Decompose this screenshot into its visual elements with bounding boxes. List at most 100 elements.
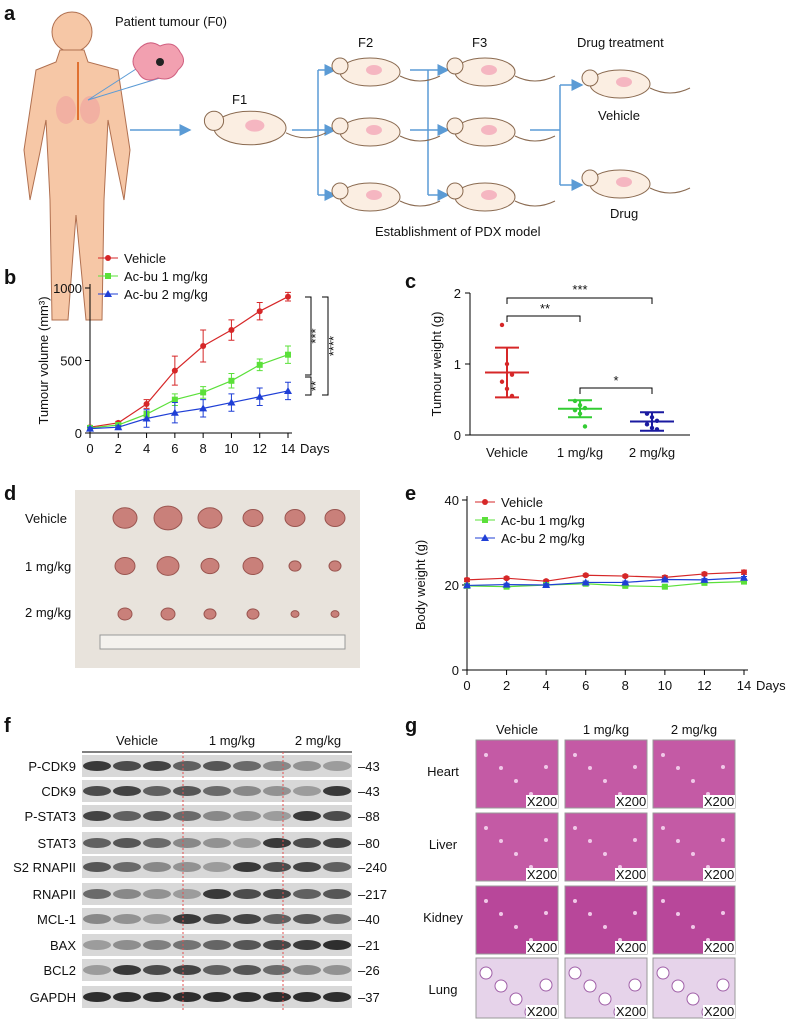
magnification: X200 <box>527 940 557 955</box>
marker <box>740 573 748 581</box>
marker <box>463 581 471 589</box>
band <box>83 838 111 848</box>
band <box>293 889 321 899</box>
mouse <box>514 75 556 82</box>
row-label: Kidney <box>423 910 463 925</box>
point <box>644 422 650 427</box>
tissue-detail <box>484 826 488 830</box>
tumour <box>246 608 260 620</box>
point <box>509 393 515 399</box>
band <box>203 965 231 975</box>
band <box>233 811 261 821</box>
western-blot: Vehicle 1 mg/kg 2 mg/kg P-CDK9 –43 CDK9 –43 P-S… <box>13 733 387 1010</box>
bracket <box>506 297 653 304</box>
band <box>83 786 111 796</box>
mw-label: –240 <box>358 860 387 875</box>
point <box>509 372 515 377</box>
band <box>143 889 171 899</box>
band <box>323 862 351 872</box>
magnification: X200 <box>527 794 557 809</box>
marker <box>701 570 708 577</box>
tissue-detail <box>603 925 607 929</box>
band <box>113 940 141 950</box>
arrows <box>130 64 584 201</box>
band <box>143 992 171 1002</box>
tumours <box>112 505 346 621</box>
tissue-detail <box>539 978 553 992</box>
tissue-detail <box>716 978 730 992</box>
label: Drug treatment <box>577 35 664 50</box>
point <box>572 398 578 404</box>
magnification: X200 <box>616 1004 646 1019</box>
x-tick-label: 12 <box>252 441 266 456</box>
mouse <box>285 132 327 139</box>
protein-label: BAX <box>50 938 76 953</box>
band <box>323 838 351 848</box>
tissue-detail <box>494 979 508 993</box>
band <box>203 889 231 899</box>
mice <box>203 57 691 212</box>
tissue-detail <box>676 912 680 916</box>
marker <box>228 327 235 334</box>
tissue-detail <box>661 753 665 757</box>
marker <box>502 580 511 588</box>
band <box>233 786 261 796</box>
tumour <box>200 557 220 575</box>
protein-label: RNAPII <box>33 887 76 902</box>
band <box>83 965 111 975</box>
band <box>263 965 291 975</box>
bracket <box>305 376 312 396</box>
tumour <box>242 557 264 575</box>
legend-label: Ac-bu 2 mg/kg <box>124 287 208 302</box>
label-box <box>615 1005 647 1018</box>
band <box>173 914 201 924</box>
label: F2 <box>358 35 373 50</box>
mouse <box>399 135 441 142</box>
point <box>572 407 578 413</box>
marker <box>255 392 264 400</box>
x-tick-label: 6 <box>582 678 589 693</box>
mouse <box>366 125 382 135</box>
y-tick-label: 500 <box>60 354 82 369</box>
panel-letter: e <box>405 483 416 505</box>
patient-figure <box>23 11 184 321</box>
tissue-detail <box>544 911 548 915</box>
column-label: 1 mg/kg <box>583 722 629 737</box>
band <box>233 761 261 771</box>
tumour <box>117 607 133 621</box>
mouse <box>581 169 599 187</box>
point <box>504 386 510 392</box>
annotation: ** <box>540 301 550 316</box>
annotation: *** <box>308 328 323 343</box>
tumour <box>197 507 223 529</box>
marker <box>622 573 629 580</box>
annotation: * <box>613 373 618 388</box>
magnification: X200 <box>616 867 646 882</box>
tissue-detail <box>661 899 665 903</box>
band <box>83 862 111 872</box>
tumour <box>288 560 302 572</box>
band <box>323 889 351 899</box>
band <box>173 862 201 872</box>
tissue-detail <box>544 765 548 769</box>
x-tick-label: 14 <box>281 441 295 456</box>
magnification: X200 <box>527 1004 557 1019</box>
tumour <box>203 608 217 620</box>
point <box>654 427 660 432</box>
tissue-detail <box>633 838 637 842</box>
point <box>582 424 588 429</box>
band <box>293 786 321 796</box>
marker <box>464 576 470 583</box>
mouse <box>331 57 349 75</box>
magnification: X200 <box>704 867 734 882</box>
band <box>293 761 321 771</box>
row-label: 1 mg/kg <box>25 559 71 574</box>
band <box>203 786 231 796</box>
tissue-detail <box>573 826 577 830</box>
mouse <box>481 65 497 75</box>
band <box>263 914 291 924</box>
tumour <box>160 607 176 621</box>
x-tick-label: 6 <box>171 441 178 456</box>
marker <box>142 414 151 422</box>
tumour <box>330 610 340 618</box>
